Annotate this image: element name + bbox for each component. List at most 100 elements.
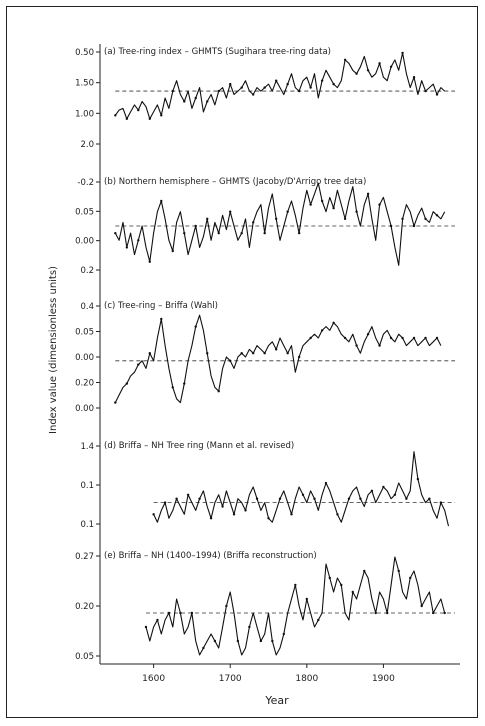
data-point [229,82,232,86]
data-point [420,604,423,608]
y-tick-label: 1.00 [75,109,94,119]
y-tick-label: 0.05 [75,652,94,662]
data-point [332,321,335,324]
data-point [186,493,190,496]
data-point [206,217,209,221]
y-tick-label: 0.00 [75,237,94,247]
data-point [378,62,381,65]
data-point [209,517,213,520]
y-tick-label: 0.20 [75,602,94,612]
data-point [213,639,217,643]
data-point [144,625,148,629]
data-point [282,632,286,636]
y-tick-label: 0.27 [75,552,94,562]
data-point [137,108,140,112]
data-point [148,352,151,355]
panel-title: (d) Briffa – NH Tree ring (Mann et al. r… [104,441,294,451]
data-point [347,497,351,500]
y-tick-label: 0.20 [75,379,94,389]
data-point [336,513,339,516]
y-tick-label: 0.00 [75,404,94,414]
data-point [202,646,205,650]
data-point [297,231,301,235]
data-point [297,355,301,359]
data-point [183,382,186,385]
y-axis-label: Index value (dimensionless units) [48,266,59,434]
data-point [137,239,140,242]
data-point [317,618,320,622]
data-point [274,79,278,82]
data-point [179,611,182,615]
data-point [263,352,266,355]
data-point [409,576,412,580]
data-point [259,639,263,643]
data-point [229,210,232,213]
data-point [343,336,347,340]
series-line [114,52,446,120]
data-point [313,497,316,500]
data-point [435,214,439,217]
series-line [114,314,442,404]
data-point [328,576,331,580]
y-tick-label: 0.50 [75,48,94,58]
data-point [240,86,243,89]
data-point [355,72,358,75]
data-point [114,231,117,235]
data-point [412,76,416,79]
data-point [171,386,174,389]
data-point [324,481,328,485]
data-point [175,497,178,500]
data-point [125,117,129,121]
panel-title: (e) Briffa – NH (1400–1994) (Briffa reco… [104,551,317,561]
series-line [153,451,450,527]
series-line [145,556,446,656]
data-point [263,86,266,89]
data-point [114,401,117,404]
data-point [148,117,151,121]
data-point [240,231,243,235]
data-point [125,382,129,385]
data-point [301,493,305,496]
data-point [248,625,251,629]
data-point [428,497,431,500]
data-point [424,217,427,221]
data-point [332,206,335,210]
data-point [217,390,220,393]
x-axis-label: Year [264,694,289,707]
data-point [229,359,232,362]
data-point [439,501,443,504]
data-point [156,618,159,622]
data-point [255,497,259,500]
data-point [374,611,377,615]
data-point [271,639,274,643]
data-point [171,89,174,93]
series-line [114,182,446,266]
data-point [152,513,155,516]
data-point [309,336,312,340]
panel-a: (a) Tree-ring index – GHMTS (Sugihara tr… [75,47,455,150]
data-point [359,497,362,500]
panel-e: (e) Briffa – NH (1400–1994) (Briffa reco… [75,551,455,662]
data-point [274,348,278,351]
y-tick-label: 0.2 [80,266,94,276]
data-point [206,352,209,355]
y-tick-label: 0.4 [80,302,94,312]
data-point [401,217,404,221]
data-point [251,93,255,96]
data-point [274,217,278,221]
data-point [416,477,420,481]
x-tick-label: 1800 [295,674,318,684]
x-tick-label: 1600 [142,674,165,684]
data-point [443,611,446,615]
data-point [114,114,117,117]
data-point [424,89,427,93]
data-point [171,249,174,253]
data-point [125,246,129,249]
data-point [167,611,171,615]
panel-title: (a) Tree-ring index – GHMTS (Sugihara tr… [104,47,331,57]
data-point [194,96,197,100]
data-point [221,505,224,508]
data-point [297,89,301,93]
data-point [435,93,439,96]
